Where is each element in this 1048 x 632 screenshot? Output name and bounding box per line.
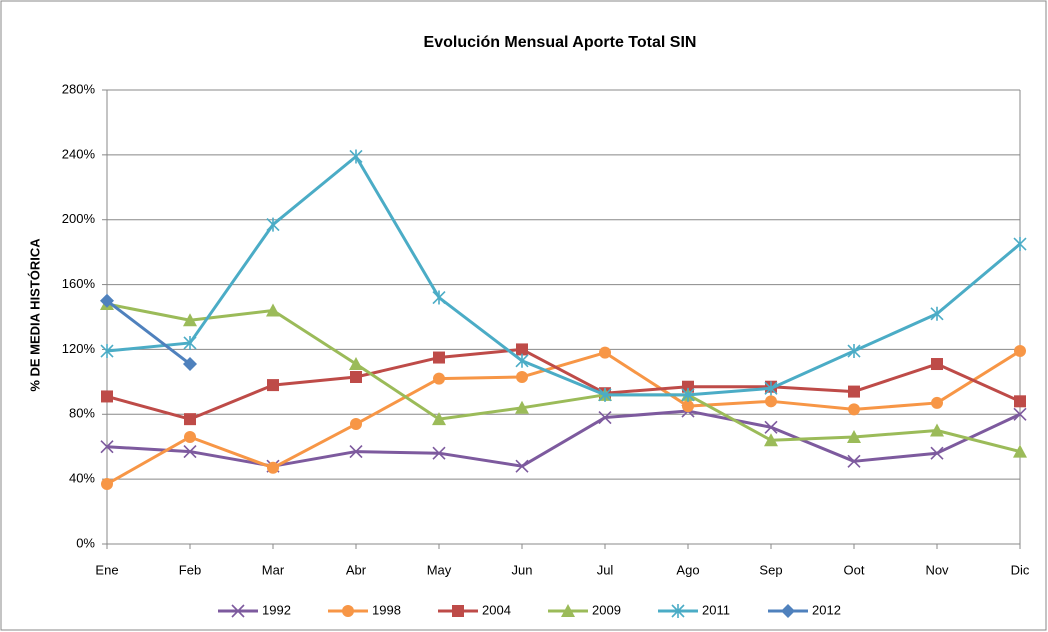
y-tick-label: 40% [69,471,95,486]
y-axis-label: % DE MEDIA HISTÓRICA [27,238,42,392]
series-line [106,349,1021,486]
marker [184,413,196,426]
legend-marker [561,604,575,617]
marker [598,387,612,402]
legend-marker [452,605,464,617]
x-tick-label: Feb [179,562,201,577]
y-tick-label: 80% [69,406,95,421]
marker [267,379,279,392]
marker [515,459,529,473]
marker [266,217,280,232]
marker [931,396,943,409]
marker [764,381,778,396]
marker [183,445,197,459]
x-tick-label: Jun [512,562,533,577]
marker [764,420,778,434]
y-tick-label: 0% [76,535,95,550]
marker [848,403,860,416]
series-line [106,299,191,366]
marker [515,353,529,368]
y-tick-label: 120% [62,341,96,356]
marker [432,412,446,426]
legend-label: 1992 [262,602,291,617]
marker [349,445,363,459]
marker [930,306,944,321]
marker [930,446,944,460]
x-tick-label: Ene [95,562,118,577]
marker [183,357,197,372]
marker [101,390,113,403]
marker [515,400,529,414]
y-tick-label: 160% [62,276,96,291]
marker [847,429,861,443]
legend-marker [671,604,685,618]
series-line [106,347,1021,421]
marker [599,346,611,359]
marker [681,387,695,402]
y-tick-label: 240% [62,146,96,161]
marker [847,344,861,359]
marker [598,410,612,425]
marker [350,418,362,431]
x-tick-label: Dic [1011,562,1030,577]
chart-title: Evolución Mensual Aporte Total SIN [424,34,697,51]
series-line [106,154,1021,397]
marker [765,395,777,408]
marker [1014,345,1026,358]
marker [516,370,528,383]
marker [349,149,363,164]
marker [183,335,197,350]
marker [183,313,197,327]
marker [266,303,280,317]
marker [100,440,114,454]
marker [350,370,362,383]
marker [267,461,279,474]
legend-label: 2012 [812,602,841,617]
legend-marker [342,605,354,617]
x-tick-label: Jul [597,562,614,577]
x-tick-label: May [427,562,452,577]
y-tick-label: 280% [62,81,96,96]
marker [433,372,445,385]
x-tick-label: Mar [262,562,285,577]
marker [1014,395,1026,408]
marker [100,344,114,359]
x-tick-label: Nov [925,562,949,577]
marker [848,385,860,398]
marker [1013,444,1027,458]
y-tick-label: 200% [62,211,96,226]
legend-label: 2009 [592,602,621,617]
x-tick-label: Abr [346,562,367,577]
x-tick-label: Ago [676,562,699,577]
marker [682,380,694,393]
series-line [106,302,1021,454]
marker [433,351,445,364]
marker [349,357,363,371]
marker [432,290,446,305]
marker [1013,237,1027,252]
marker [764,433,778,447]
marker [847,454,861,468]
legend-label: 2011 [702,602,730,617]
marker [101,478,113,491]
legend-marker [781,604,795,618]
marker [516,343,528,356]
x-tick-label: Sep [759,562,782,577]
marker [432,446,446,460]
legend-label: 1998 [372,602,401,617]
marker [1013,407,1027,421]
marker [931,358,943,371]
legend-marker [231,604,245,618]
marker [184,430,196,443]
marker [930,423,944,437]
marker [682,400,694,413]
marker [100,293,114,308]
legend-label: 2004 [482,602,511,617]
x-tick-label: Oot [844,562,865,577]
